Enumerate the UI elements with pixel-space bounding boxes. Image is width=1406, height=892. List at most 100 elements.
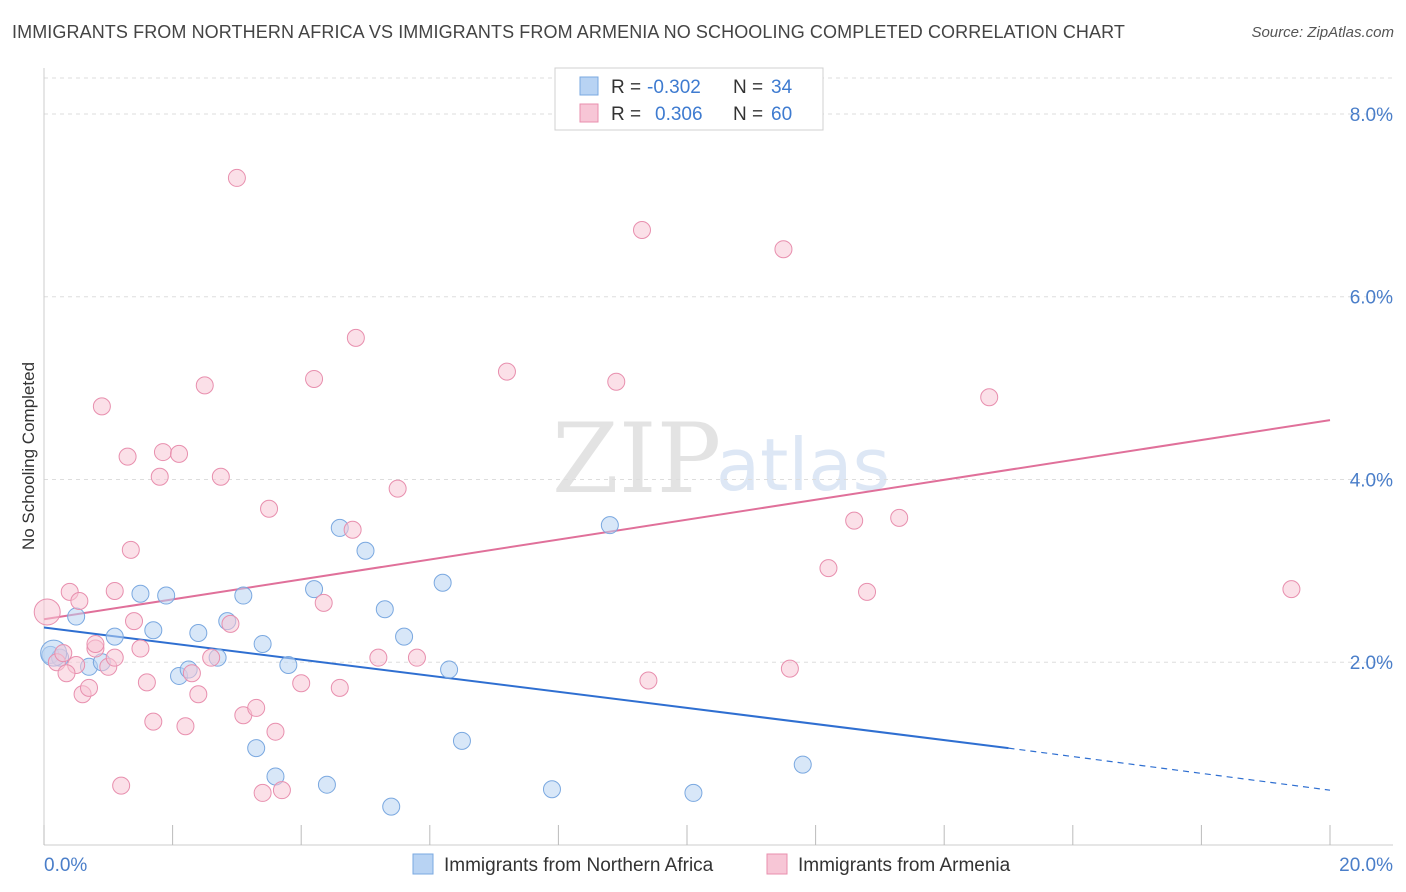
series-swatch-armenia bbox=[766, 853, 788, 875]
northern-africa-point bbox=[317, 775, 336, 794]
armenia-point bbox=[346, 328, 365, 347]
northern-africa-point bbox=[253, 634, 272, 653]
northern-africa-point bbox=[189, 624, 208, 643]
legend-n-label-1: N = bbox=[733, 77, 763, 98]
armenia-point bbox=[202, 648, 221, 667]
northern-africa-point bbox=[440, 660, 459, 679]
northern-africa-point bbox=[131, 584, 150, 603]
watermark-zip: ZIP bbox=[552, 403, 721, 515]
northern-africa-point bbox=[157, 586, 176, 605]
northern-africa-point bbox=[305, 580, 324, 599]
armenia-point bbox=[253, 783, 272, 802]
armenia-point bbox=[176, 717, 195, 736]
armenia-point bbox=[407, 648, 426, 667]
data-points bbox=[33, 168, 1301, 816]
legend-r-label-2: R = bbox=[611, 104, 641, 125]
gridlines bbox=[44, 77, 1393, 663]
armenia-point bbox=[292, 674, 311, 693]
armenia-point bbox=[774, 240, 793, 259]
y-axis-title: No Schooling Completed bbox=[19, 362, 38, 550]
northern-africa-point bbox=[105, 627, 124, 646]
armenia-point bbox=[33, 598, 61, 626]
armenia-trend-line bbox=[43, 419, 1331, 621]
armenia-point bbox=[54, 644, 73, 663]
y-tick-label-2: 2.0% bbox=[1350, 653, 1393, 674]
northern-africa-point bbox=[395, 627, 414, 646]
source-credit: Source: ZipAtlas.com bbox=[1251, 24, 1394, 41]
armenia-point bbox=[780, 659, 799, 678]
northern-africa-point bbox=[542, 780, 561, 799]
armenia-point bbox=[343, 520, 362, 539]
armenia-point bbox=[125, 612, 144, 631]
armenia-point bbox=[607, 372, 626, 391]
tick-labels: 2.0% 4.0% 6.0% 8.0% 0.0% 20.0% bbox=[44, 105, 1393, 876]
northern-africa-point bbox=[356, 541, 375, 560]
armenia-point bbox=[195, 376, 214, 395]
chart-title: IMMIGRANTS FROM NORTHERN AFRICA VS IMMIG… bbox=[12, 22, 1125, 42]
armenia-point bbox=[369, 648, 388, 667]
armenia-point bbox=[144, 712, 163, 731]
armenia-point bbox=[890, 508, 909, 527]
armenia-point bbox=[632, 221, 651, 240]
armenia-point bbox=[70, 592, 89, 611]
legend-swatch-pink bbox=[579, 103, 599, 123]
armenia-point bbox=[105, 581, 124, 600]
armenia-point bbox=[221, 614, 240, 633]
armenia-point bbox=[330, 678, 349, 697]
northern-africa-point bbox=[247, 739, 266, 758]
northern-africa-point bbox=[67, 607, 86, 626]
x-tick-label-0: 0.0% bbox=[44, 855, 87, 876]
armenia-point bbox=[112, 776, 131, 795]
armenia-point bbox=[105, 648, 124, 667]
northern-africa-point bbox=[234, 586, 253, 605]
legend-box bbox=[554, 67, 824, 131]
northern-africa-point bbox=[600, 516, 619, 535]
northern-africa-trend-extension bbox=[1008, 747, 1331, 791]
axes bbox=[43, 68, 1393, 846]
northern-africa-point bbox=[433, 573, 452, 592]
armenia-point bbox=[211, 467, 230, 486]
armenia-point bbox=[189, 685, 208, 704]
armenia-point bbox=[170, 444, 189, 463]
armenia-point bbox=[131, 639, 150, 658]
watermark-atlas: atlas bbox=[716, 423, 890, 507]
armenia-point bbox=[388, 479, 407, 498]
legend-n-label-2: N = bbox=[733, 104, 763, 125]
armenia-point bbox=[86, 634, 105, 653]
armenia-point bbox=[497, 362, 516, 381]
armenia-point bbox=[980, 388, 999, 407]
y-tick-label-8: 8.0% bbox=[1350, 105, 1393, 126]
correlation-legend: R = -0.302 N = 34 R = 0.306 N = 60 bbox=[554, 67, 824, 131]
armenia-point bbox=[845, 511, 864, 530]
northern-africa-point bbox=[793, 755, 812, 774]
armenia-point bbox=[121, 540, 140, 559]
armenia-point bbox=[150, 467, 169, 486]
armenia-point bbox=[260, 499, 279, 518]
armenia-point bbox=[80, 678, 99, 697]
armenia-point bbox=[272, 781, 291, 800]
armenia-point bbox=[182, 664, 201, 683]
northern-africa-point bbox=[375, 600, 394, 619]
legend-r-value-2: 0.306 bbox=[655, 104, 703, 125]
series-label-northern-africa: Immigrants from Northern Africa bbox=[444, 855, 714, 876]
armenia-point bbox=[118, 447, 137, 466]
northern-africa-trend-line bbox=[43, 626, 1009, 750]
series-legend: Immigrants from Northern Africa Immigran… bbox=[412, 853, 1011, 876]
legend-n-value-2: 60 bbox=[771, 104, 792, 125]
armenia-point bbox=[639, 671, 658, 690]
armenia-point bbox=[92, 397, 111, 416]
armenia-point bbox=[305, 369, 324, 388]
legend-r-label-1: R = bbox=[611, 77, 641, 98]
northern-africa-point bbox=[279, 655, 298, 674]
trend-lines bbox=[43, 419, 1331, 791]
northern-africa-point bbox=[684, 783, 703, 802]
y-tick-label-4: 4.0% bbox=[1350, 470, 1393, 491]
northern-africa-point bbox=[144, 621, 163, 640]
armenia-point bbox=[247, 698, 266, 717]
armenia-point bbox=[266, 722, 285, 741]
northern-africa-point bbox=[382, 797, 401, 816]
legend-r-value-1: -0.302 bbox=[647, 77, 701, 98]
series-label-armenia: Immigrants from Armenia bbox=[798, 855, 1011, 876]
legend-n-value-1: 34 bbox=[771, 77, 793, 98]
